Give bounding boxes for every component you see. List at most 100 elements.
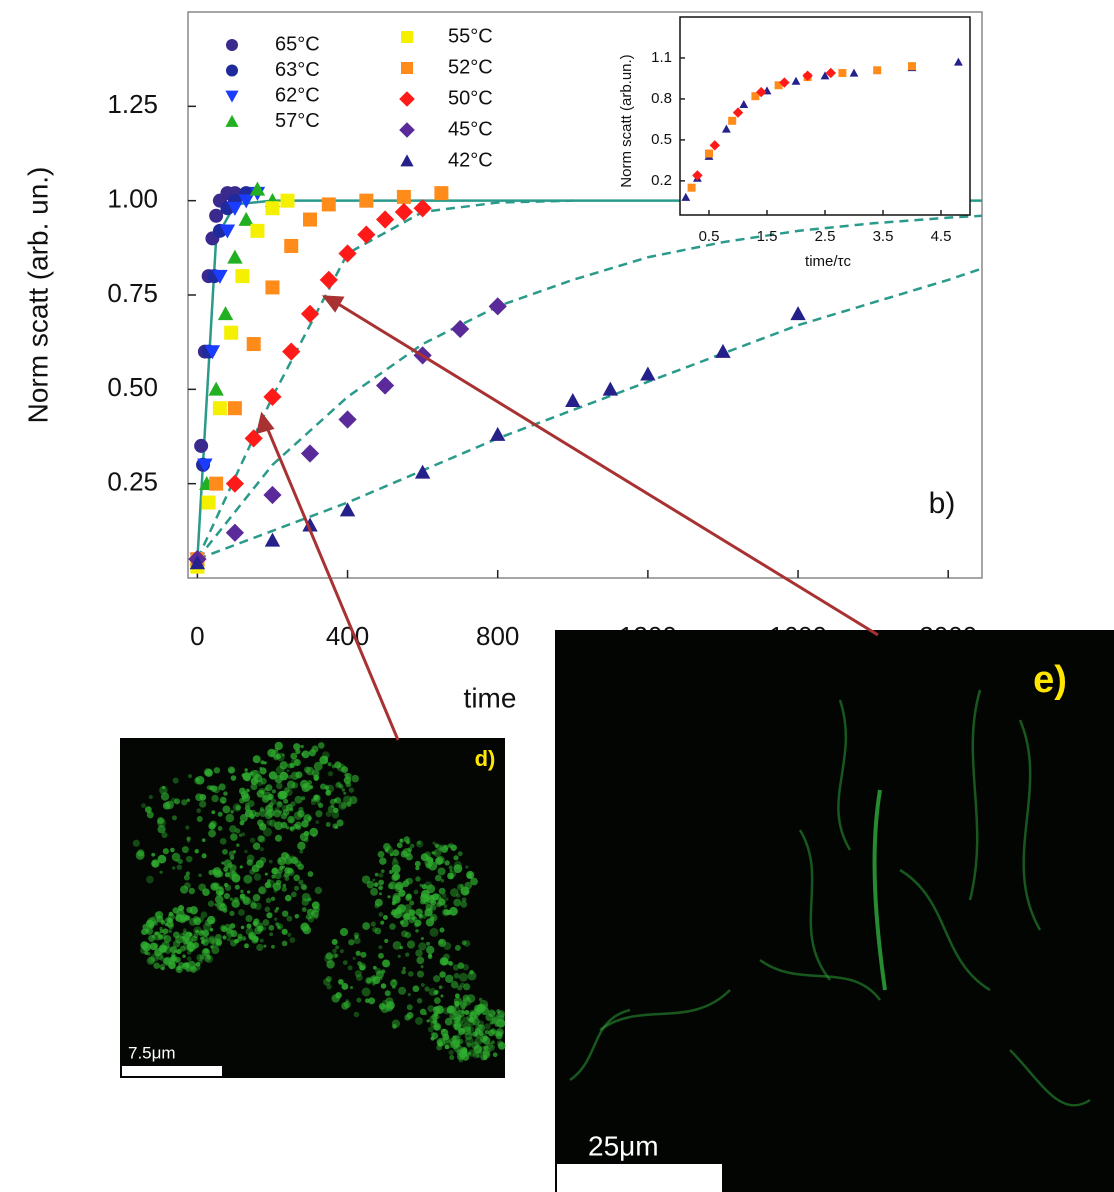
- speckle: [263, 944, 267, 948]
- marker: [219, 224, 236, 239]
- speckle: [384, 938, 389, 944]
- speckle: [341, 1002, 349, 1010]
- speckle: [259, 856, 267, 864]
- speckle: [352, 956, 356, 960]
- speckle: [457, 851, 463, 857]
- speckle: [209, 928, 214, 932]
- speckle: [415, 1016, 423, 1025]
- speckle: [389, 979, 398, 987]
- marker: [451, 319, 470, 339]
- speckle: [416, 970, 425, 978]
- speckle: [453, 864, 463, 874]
- speckle: [195, 961, 201, 967]
- speckle: [469, 1032, 474, 1037]
- speckle: [405, 952, 410, 957]
- speckle: [392, 872, 401, 881]
- speckle: [192, 941, 200, 949]
- speckle: [464, 1036, 474, 1046]
- speckle: [427, 954, 433, 960]
- speckle: [415, 929, 419, 933]
- marker: [303, 212, 318, 227]
- marker: [681, 192, 691, 201]
- speckle: [242, 772, 252, 782]
- speckle: [148, 794, 153, 800]
- speckle: [159, 929, 164, 934]
- speckle: [162, 848, 169, 855]
- speckle: [433, 848, 442, 858]
- fiber: [1009, 1049, 1091, 1107]
- speckle: [279, 761, 288, 770]
- speckle: [483, 1035, 489, 1041]
- speckle: [305, 766, 315, 776]
- speckle: [426, 945, 435, 955]
- speckle: [379, 857, 387, 865]
- arrows: [255, 295, 879, 741]
- fit-line: [196, 214, 982, 560]
- speckle: [171, 852, 181, 862]
- legend-marker: [400, 154, 414, 167]
- speckle: [178, 914, 188, 924]
- speckle: [384, 990, 391, 997]
- speckle: [204, 768, 213, 777]
- speckle: [169, 946, 178, 954]
- marker: [302, 517, 318, 532]
- speckle: [225, 927, 233, 934]
- speckle: [439, 971, 446, 978]
- speckle: [368, 997, 376, 1005]
- speckle: [289, 762, 295, 769]
- speckle: [168, 929, 172, 934]
- speckle: [195, 775, 205, 785]
- speckle: [331, 764, 336, 769]
- speckle: [307, 871, 314, 877]
- speckle: [448, 865, 453, 870]
- speckle: [349, 795, 358, 805]
- speckle: [443, 942, 452, 951]
- speckle: [438, 887, 446, 895]
- speckle: [301, 750, 310, 759]
- speckle: [435, 857, 443, 866]
- marker: [246, 337, 261, 352]
- speckle: [211, 810, 216, 815]
- speckle: [375, 968, 382, 974]
- speckle: [219, 837, 227, 845]
- speckle: [202, 888, 210, 897]
- speckle: [420, 965, 424, 969]
- speckle: [287, 869, 295, 876]
- x-axis-label: time: [464, 682, 517, 713]
- speckle: [221, 925, 226, 930]
- speckle: [256, 943, 264, 951]
- speckle: [260, 760, 265, 765]
- speckle: [276, 782, 283, 790]
- speckle: [449, 869, 453, 873]
- speckle: [490, 1047, 495, 1051]
- speckle: [213, 884, 217, 888]
- speckle: [297, 810, 305, 818]
- fiber: [872, 789, 887, 991]
- speckle: [391, 901, 396, 906]
- speckle: [268, 924, 275, 931]
- speckle: [382, 915, 388, 920]
- y-axis-label: Norm scatt (arb. un.): [22, 167, 53, 424]
- speckle: [462, 964, 470, 971]
- speckle: [181, 846, 189, 854]
- speckle: [293, 874, 300, 882]
- speckle: [291, 891, 297, 898]
- speckle: [185, 855, 193, 863]
- speckle: [313, 761, 323, 771]
- marker: [338, 410, 357, 429]
- speckle: [374, 872, 379, 877]
- marker: [774, 81, 783, 90]
- speckle: [172, 940, 181, 948]
- speckle: [378, 952, 384, 959]
- speckle: [224, 872, 230, 878]
- speckle: [217, 825, 223, 831]
- speckle: [160, 792, 170, 801]
- speckle: [341, 983, 349, 990]
- speckle: [454, 944, 461, 951]
- speckle: [250, 900, 256, 906]
- speckle: [223, 892, 231, 900]
- speckle: [274, 834, 282, 842]
- speckle: [156, 818, 166, 828]
- speckle: [213, 869, 222, 878]
- panel-label: d): [475, 746, 496, 771]
